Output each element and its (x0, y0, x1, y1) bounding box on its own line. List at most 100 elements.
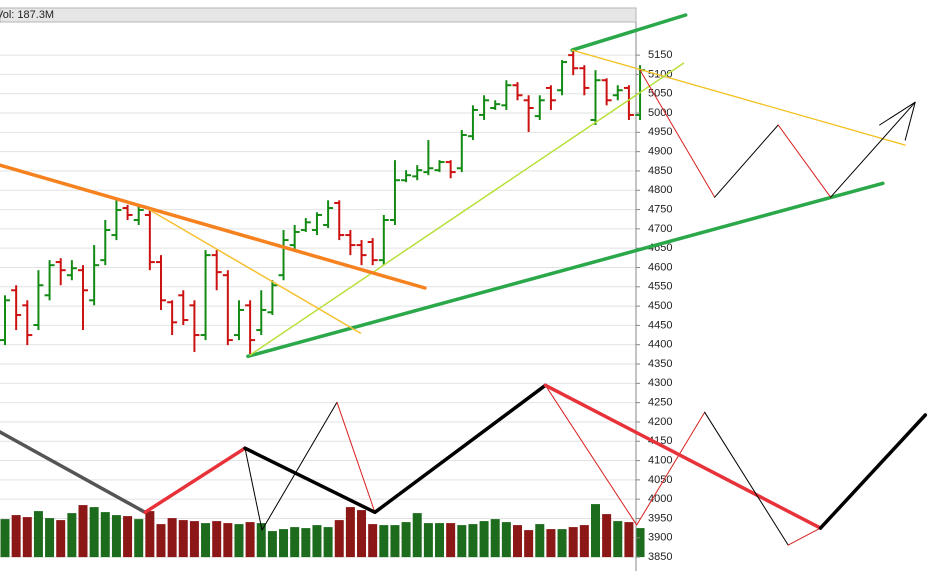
y-tick-label: 4050 (648, 474, 672, 486)
trend-line (818, 413, 928, 530)
y-tick-label: 4400 (648, 339, 672, 351)
volume-bar (234, 524, 244, 558)
volume-bar (345, 507, 355, 558)
volume-bar (513, 525, 523, 558)
volume-bar (290, 527, 300, 558)
y-tick-label: 4800 (648, 184, 672, 196)
trend-line (830, 101, 916, 198)
volume-bar (568, 527, 578, 558)
trend-line (639, 69, 716, 198)
volume-bar (479, 521, 489, 558)
trend-line (571, 49, 906, 146)
y-tick-label: 4900 (648, 146, 672, 158)
y-tick-label: 4000 (648, 493, 672, 505)
y-tick-label: 4450 (648, 319, 672, 331)
volume-bar (33, 511, 43, 558)
trend-line (543, 383, 823, 530)
volume-bar (334, 520, 344, 558)
volume-bar (100, 512, 110, 558)
trend-line (704, 411, 789, 546)
volume-bar (189, 521, 199, 558)
volume-bar (111, 515, 121, 558)
volume-bar (301, 528, 311, 558)
trend-line (244, 401, 338, 531)
volume-bar (624, 522, 634, 558)
volume-bar (613, 521, 623, 558)
volume-bar (22, 517, 32, 558)
volume-bar (602, 514, 612, 558)
trend-line (143, 446, 247, 515)
trend-line (336, 401, 376, 513)
volume-bar (67, 513, 77, 558)
volume-bar (435, 523, 445, 558)
volume-bar (357, 510, 367, 558)
trend-line (570, 13, 688, 52)
volume-bar (201, 523, 211, 558)
volume-bar (312, 525, 322, 558)
trend-line (544, 384, 706, 526)
volume-bar (267, 531, 277, 558)
volume-panel (0, 504, 645, 558)
y-tick-label: 4750 (648, 203, 672, 215)
volume-bar (11, 515, 21, 558)
y-tick-label: 4100 (648, 454, 672, 466)
volume-bar (78, 505, 88, 558)
header-text: Vol: 187.3M (0, 9, 54, 21)
y-tick-label: 4600 (648, 261, 672, 273)
trend-line (777, 124, 832, 198)
volume-bar (535, 524, 545, 558)
header-bar (0, 7, 637, 23)
volume-bar (457, 525, 467, 558)
y-tick-label: 4200 (648, 416, 672, 428)
volume-bar (490, 519, 500, 558)
y-tick-label: 3850 (648, 551, 672, 563)
y-tick-label: 4150 (648, 435, 672, 447)
volume-bar (401, 522, 411, 558)
y-tick-label: 4500 (648, 300, 672, 312)
volume-bar (123, 516, 133, 558)
y-tick-label: 4700 (648, 223, 672, 235)
y-tick-label: 4350 (648, 358, 672, 370)
trend-line (0, 163, 427, 290)
y-tick-label: 3900 (648, 532, 672, 544)
trend-line (246, 181, 885, 359)
volume-bar (256, 523, 266, 558)
price-bars (0, 50, 646, 356)
trend-line (714, 124, 779, 198)
trend-line (0, 430, 147, 515)
volume-bar (412, 513, 422, 558)
volume-bar (546, 529, 556, 558)
y-tick-label: 4300 (648, 377, 672, 389)
trend-line (249, 62, 685, 356)
y-tick-label: 4250 (648, 397, 672, 409)
trend-line (149, 209, 362, 334)
volume-bar (579, 525, 589, 558)
trend-line (787, 527, 821, 546)
volume-bar (178, 520, 188, 558)
volume-bar (279, 529, 289, 558)
y-tick-label: 5150 (648, 49, 672, 61)
volume-bar (145, 511, 155, 558)
volume-bar (446, 523, 456, 558)
volume-bar (89, 507, 99, 558)
volume-bar (557, 529, 567, 558)
y-tick-label: 5050 (648, 88, 672, 100)
volume-bar (245, 522, 255, 558)
volume-bar (590, 504, 600, 558)
y-tick-label: 5000 (648, 107, 672, 119)
y-axis: 3850 3900 3950 4000 4050 4100 4150 4200 4250 4300… (636, 49, 672, 563)
volume-bar (524, 530, 534, 558)
volume-bar (45, 518, 55, 558)
volume-bar (635, 528, 645, 558)
y-tick-label: 4550 (648, 281, 672, 293)
trend-lines (0, 13, 928, 546)
volume-bar (134, 519, 144, 558)
volume-bar (156, 524, 166, 558)
volume-bar (212, 521, 222, 558)
trend-line (879, 101, 916, 141)
volume-bar (390, 525, 400, 558)
volume-bar (0, 519, 10, 558)
y-tick-label: 4950 (648, 126, 672, 138)
